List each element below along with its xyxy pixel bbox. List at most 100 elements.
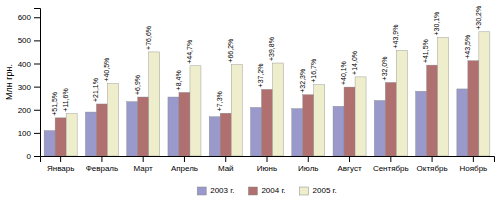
bar-series — [55, 61, 479, 156]
y-tick-mark — [34, 64, 40, 65]
bar — [438, 38, 449, 156]
x-tick-label: Июль — [298, 164, 318, 173]
annotation: +44,7% — [186, 40, 193, 64]
x-tick-label: Ноябрь — [459, 164, 487, 173]
bar — [209, 117, 220, 156]
bar — [231, 65, 242, 156]
x-tick-mark — [225, 156, 226, 162]
annotation: +11,6% — [62, 88, 69, 111]
y-axis: 0 100 200 300 400 500 600 — [18, 9, 41, 162]
bar — [85, 112, 96, 156]
y-tick-label: 600 — [18, 13, 32, 22]
y-tick-label: 100 — [18, 129, 32, 138]
legend: 2003 г. 2004 г. 2005 г. — [197, 186, 337, 195]
y-tick-mark — [34, 156, 40, 157]
bar — [168, 97, 179, 156]
legend-label: 2005 г. — [313, 186, 337, 195]
bar — [261, 89, 272, 156]
bar — [190, 66, 201, 156]
annotation: +7,3% — [216, 91, 223, 111]
annotation: +43,5% — [464, 35, 471, 59]
legend-label: 2003 г. — [210, 186, 234, 195]
bar — [66, 114, 77, 156]
x-axis-line — [41, 157, 495, 163]
bars — [44, 32, 490, 156]
x-tick: Июль — [298, 156, 318, 173]
annotation: +37,2% — [257, 63, 264, 87]
bar — [385, 82, 396, 156]
y-tick-mark — [34, 133, 40, 134]
annotation: +40,5% — [103, 58, 110, 82]
y-tick: 600 — [18, 13, 40, 22]
y-tick-mark — [34, 17, 40, 18]
bar — [179, 92, 190, 156]
x-tick: Февраль — [86, 156, 119, 173]
annotation: +43,9% — [392, 25, 399, 49]
y-tick-label: 0 — [27, 152, 32, 161]
bar — [314, 85, 325, 156]
x-tick-mark — [101, 156, 102, 162]
x-tick-mark — [349, 156, 350, 162]
bar-series — [66, 32, 490, 156]
annotation: +51,5% — [51, 92, 58, 116]
bar — [416, 91, 427, 156]
annotation: +14,0% — [351, 51, 358, 75]
x-tick: Апрель — [171, 156, 198, 173]
bar — [344, 87, 355, 156]
y-tick: 300 — [18, 83, 40, 92]
bar — [273, 63, 284, 156]
y-tick-mark — [34, 40, 40, 41]
x-tick: Март — [134, 156, 153, 173]
annotation: +40,1% — [340, 61, 347, 85]
y-tick: 500 — [18, 36, 40, 45]
bar — [107, 84, 118, 156]
bar — [138, 97, 149, 156]
x-tick-label: Сентябрь — [373, 164, 409, 173]
y-tick: 200 — [18, 106, 40, 115]
x-tick: Октябрь — [417, 156, 448, 173]
bar — [250, 107, 261, 156]
annotation: +30,1% — [433, 12, 440, 36]
x-tick: Июнь — [257, 156, 277, 173]
legend-item: 2005 г. — [300, 186, 337, 195]
bar — [96, 104, 107, 156]
bar — [355, 77, 366, 156]
bar — [127, 102, 138, 156]
x-tick-mark — [432, 156, 433, 162]
x-tick-label: Июнь — [257, 164, 277, 173]
y-tick-label: 500 — [18, 36, 32, 45]
bar — [396, 51, 407, 156]
x-tick-mark — [184, 156, 185, 162]
x-tick: Ноябрь — [459, 156, 487, 173]
y-tick-label: 400 — [18, 60, 32, 69]
bar — [292, 109, 303, 156]
x-tick: Август — [338, 156, 362, 173]
annotation: +66,2% — [227, 39, 234, 63]
bar — [220, 113, 231, 156]
x-tick-label: Май — [218, 164, 234, 173]
x-tick-mark — [60, 156, 61, 162]
y-axis-title: Млн грн. — [4, 64, 14, 100]
annotations: +51,5%+21,1%+6,9%+8,4%+7,3%+37,2%+32,3%+… — [51, 6, 482, 116]
legend-swatch — [248, 187, 257, 195]
bar — [479, 32, 490, 156]
chart: 0 100 200 300 400 500 600 Январь Февраль Март Апре… — [0, 0, 500, 200]
x-tick-mark — [267, 156, 268, 162]
annotation: +21,1% — [92, 78, 99, 102]
x-tick-mark — [308, 156, 309, 162]
plot: 0 100 200 300 400 500 600 Январь Февраль Март Апре… — [18, 6, 495, 173]
x-tick: Сентябрь — [373, 156, 409, 173]
y-tick: 400 — [18, 60, 40, 69]
bar — [149, 52, 160, 156]
x-tick-mark — [143, 156, 144, 162]
x-tick-label: Апрель — [171, 164, 198, 173]
annotation: +39,8% — [268, 37, 275, 61]
bar — [55, 118, 66, 156]
legend-swatch — [300, 187, 309, 195]
annotation: +32,3% — [299, 69, 306, 93]
legend-label: 2004 г. — [261, 186, 285, 195]
y-tick: 0 — [27, 152, 40, 161]
bar — [457, 89, 468, 156]
bar — [303, 95, 314, 156]
x-tick-label: Январь — [47, 164, 74, 173]
